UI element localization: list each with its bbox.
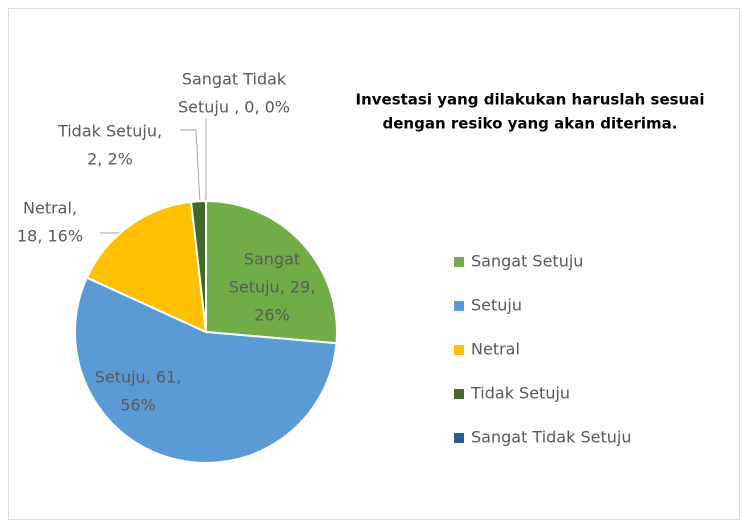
legend-swatch <box>454 257 464 267</box>
data-label: Sangat Tidak <box>182 70 287 89</box>
chart-title: Investasi yang dilakukan haruslah sesuai <box>356 91 705 109</box>
data-label: Sangat <box>244 250 300 269</box>
chart-title: dengan resiko yang akan diterima. <box>383 115 678 133</box>
data-label: 56% <box>120 396 156 415</box>
pie-slice <box>85 200 208 334</box>
legend-swatch <box>454 389 464 399</box>
legend-label: Sangat Tidak Setuju <box>471 428 631 447</box>
data-label: Setuju , 0, 0% <box>178 98 290 117</box>
data-label: Setuju, 29, <box>229 278 316 297</box>
legend-label: Sangat Setuju <box>471 252 583 271</box>
pie-slice <box>74 276 338 464</box>
data-label: Setuju, 61, <box>95 368 182 387</box>
legend-label: Netral <box>471 340 520 359</box>
legend-label: Tidak Setuju <box>470 384 570 403</box>
data-label: Tidak Setuju, <box>57 122 162 141</box>
pie-slice <box>205 199 338 345</box>
data-label: Netral, <box>23 199 77 218</box>
legend-swatch <box>454 345 464 355</box>
data-label: 26% <box>254 306 290 325</box>
data-label: 2, 2% <box>87 150 133 169</box>
legend-swatch <box>454 301 464 311</box>
legend-label: Setuju <box>471 296 522 315</box>
leader-line <box>180 129 201 204</box>
data-label: 18, 16% <box>17 227 83 246</box>
legend-swatch <box>454 433 464 443</box>
